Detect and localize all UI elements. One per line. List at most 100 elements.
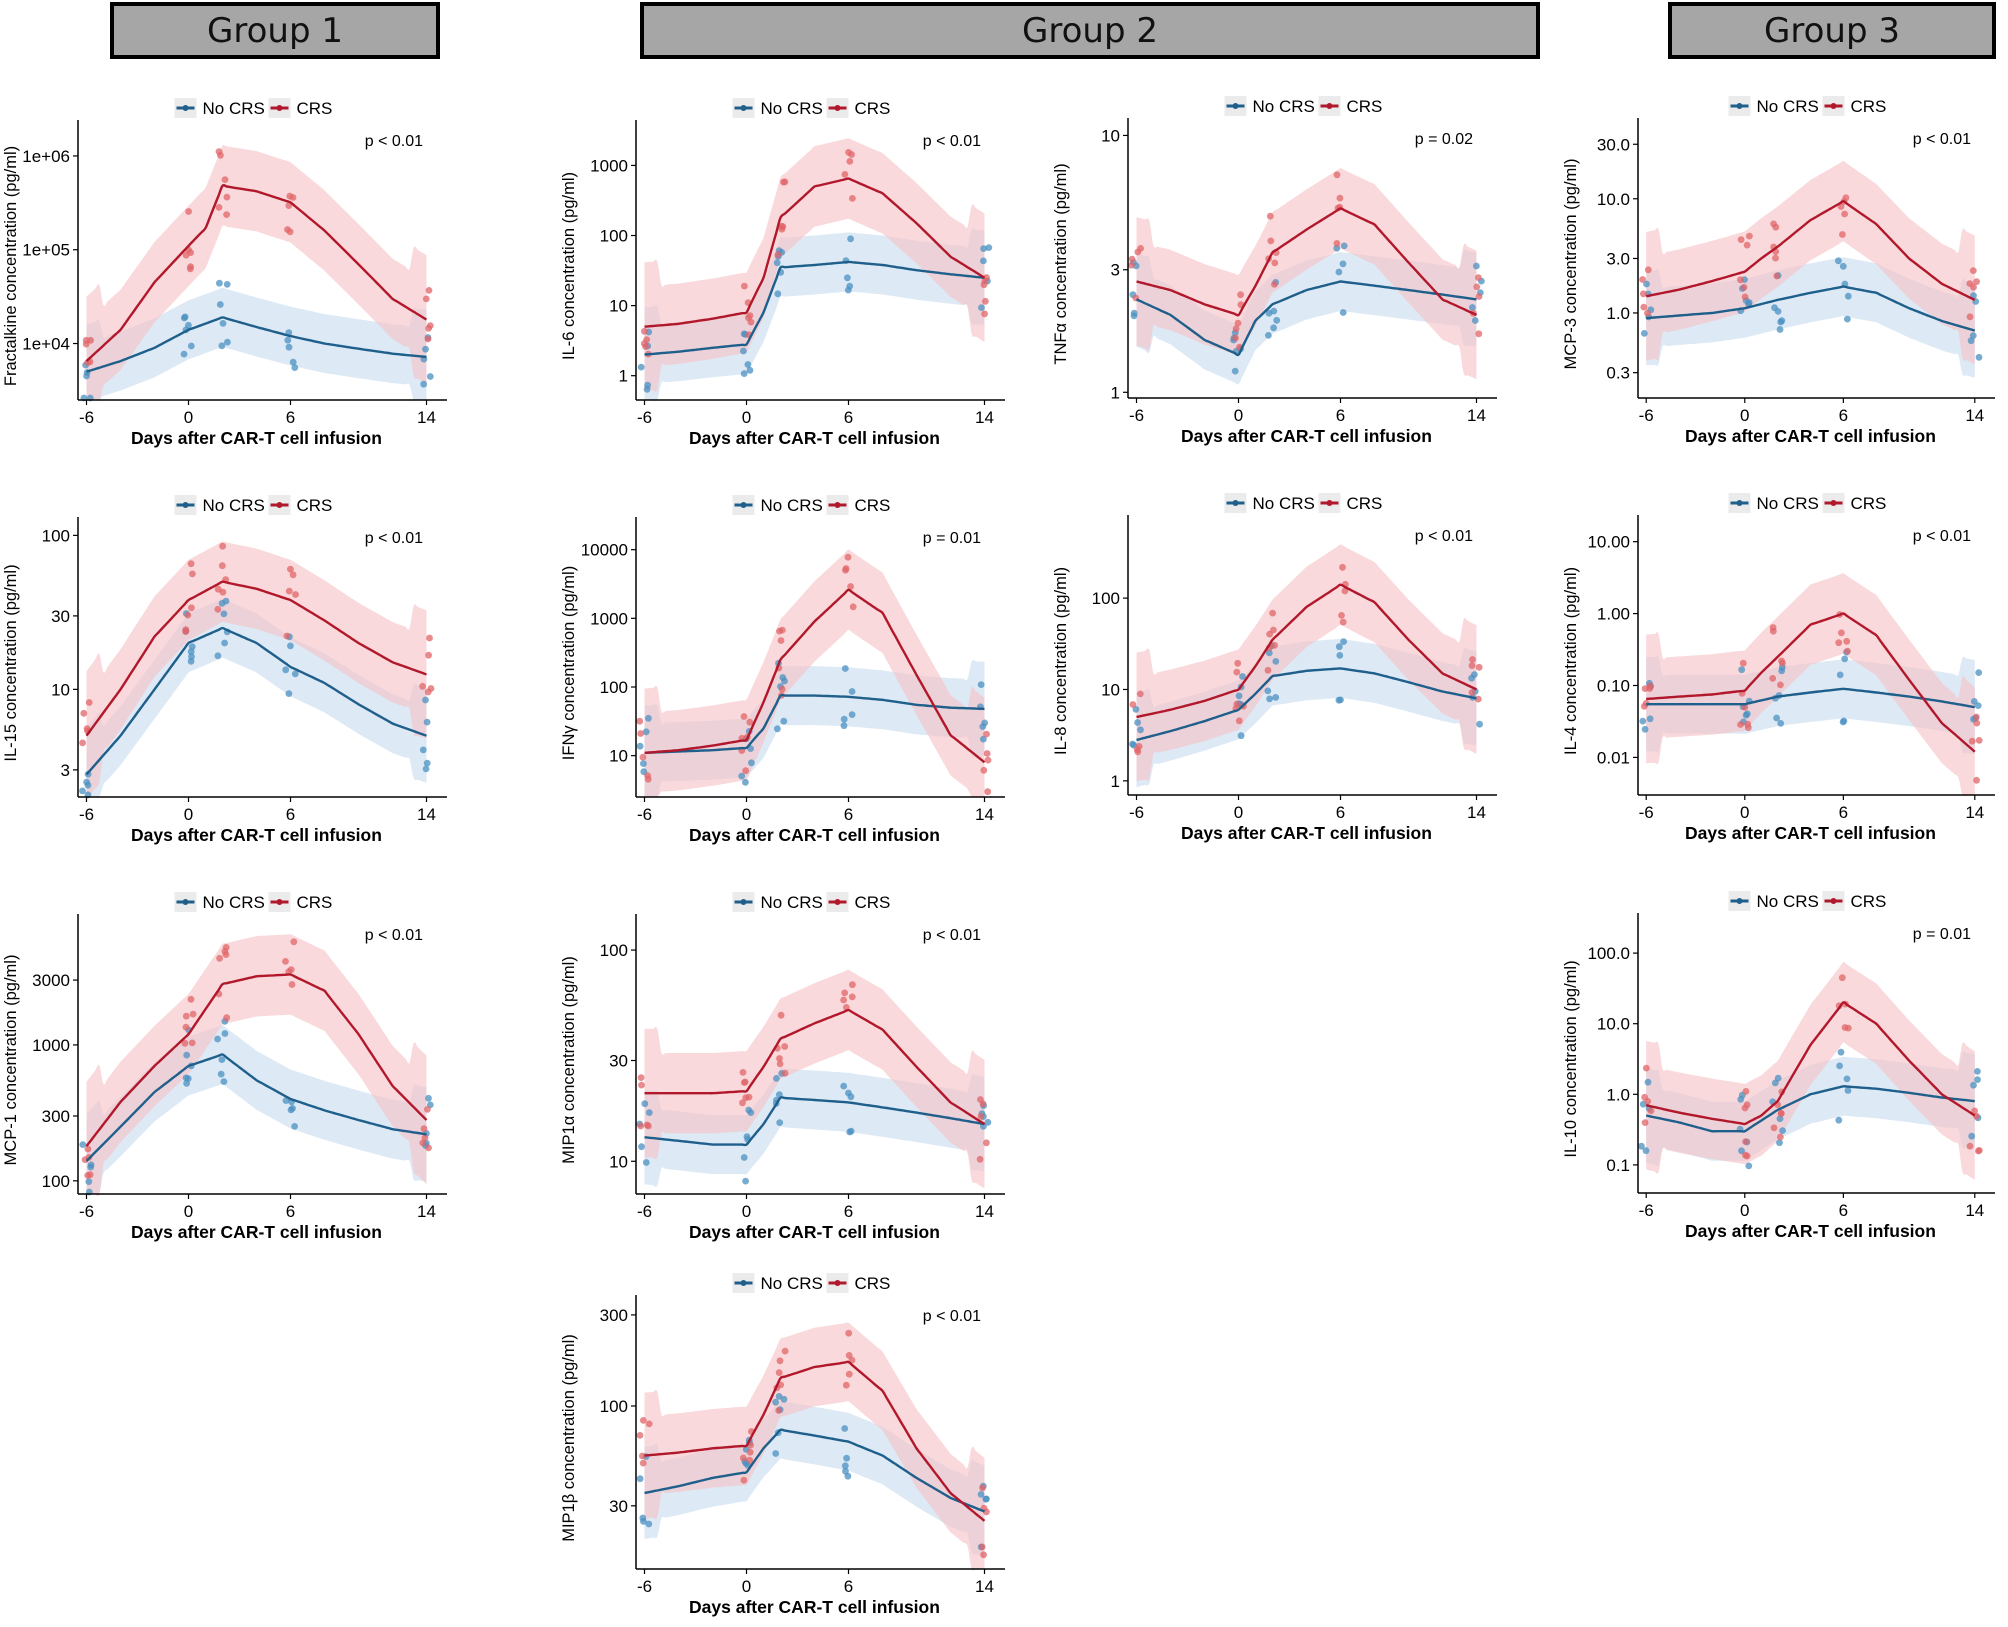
y-tick-label: 0.1 [1606,1156,1630,1175]
chart-il6: No CRS CRS 1 10 100 1000 -6 0 6 14 Days after CAR-… [560,98,1005,448]
p-value-annotation: p < 0.01 [923,927,981,944]
x-tick-label: 14 [1467,803,1486,822]
data-point [1843,637,1851,645]
legend-label-no-crs: No CRS [1253,97,1315,116]
data-point [746,312,754,319]
series-line-no-crs [1646,1085,1975,1133]
data-point [1742,1138,1749,1145]
y-axis-title: MCP-3 concentration (pg/ml) [1562,159,1580,370]
x-tick-label: 0 [184,805,193,824]
data-point [1129,701,1137,708]
y-axis-title: MIP1β concentration (pg/ml) [560,1334,578,1542]
y-tick-label: 100 [42,1172,70,1191]
data-point [639,753,647,761]
data-point [1232,325,1240,333]
data-point [214,605,222,613]
data-point [1737,1096,1745,1103]
data-point [223,193,231,201]
data-point [645,1520,653,1528]
data-point [184,1075,192,1082]
data-point [1335,696,1343,704]
data-point [224,338,231,346]
y-tick-label: 100.0 [1587,944,1630,963]
y-axis-title: MCP-1 concentration (pg/ml) [2,955,20,1166]
series-line-crs [644,1360,986,1522]
data-point [739,1069,747,1076]
data-point [1740,283,1748,291]
x-tick-label: 14 [1467,406,1486,425]
data-point [1844,647,1851,655]
data-point [742,767,750,775]
data-point [420,380,428,388]
data-point [840,996,847,1004]
data-point [1770,1124,1778,1132]
data-point [781,1069,789,1077]
legend-dot-crs [834,502,841,508]
data-point [1640,290,1647,298]
legend: No CRS CRS [1224,493,1382,513]
data-point [291,670,299,678]
legend-label-crs: CRS [855,496,891,515]
data-point [976,1155,984,1163]
data-point [1134,719,1141,726]
y-tick-label: 100 [600,227,628,246]
points-crs [82,148,434,366]
data-point [1270,307,1278,315]
data-point [746,718,754,726]
data-point [79,1141,87,1148]
y-tick-label: 30 [609,1497,628,1516]
data-point [847,1093,855,1101]
data-point [780,717,788,725]
x-axis-title: Days after CAR-T cell infusion [1685,426,1936,446]
data-point [643,1121,651,1129]
data-point [980,1551,987,1559]
legend: No CRS CRS [1728,96,1886,116]
x-tick-label: -6 [1129,803,1144,822]
y-tick-label: 300 [600,1306,628,1325]
data-point [746,1448,754,1456]
data-point [1966,1142,1974,1150]
data-point [840,1082,848,1090]
data-point [985,244,993,252]
data-point [1468,689,1476,696]
data-point [1776,1115,1784,1123]
x-tick-label: 14 [975,408,994,427]
data-point [1341,587,1349,595]
data-point [980,281,988,289]
p-value-annotation: p < 0.01 [1415,528,1473,545]
data-point [1967,337,1975,345]
data-point [637,730,645,737]
chart-mcp3: No CRS CRS 0.3 1.0 3.0 10.0 30.0 -6 0 6 14 Days aft… [1562,96,1995,446]
data-point [424,335,432,343]
legend: No CRS CRS [1224,96,1382,116]
data-point [426,322,434,329]
points-crs [637,981,990,1163]
series-line-no-crs [644,1428,985,1513]
data-point [189,570,196,578]
data-point [1975,737,1983,744]
confidence-band-crs [1646,962,1975,1180]
data-point [422,765,430,773]
legend-dot-crs [276,105,283,111]
data-point [740,1154,748,1161]
data-point [216,954,224,962]
chart-il10: No CRS CRS 0.1 1.0 10.0 100.0 -6 0 6 14 Days after… [1562,891,1995,1241]
data-point [841,989,849,997]
y-tick-label: 1e+05 [22,241,70,260]
data-point [1641,685,1649,692]
data-point [83,778,90,786]
data-point [1339,618,1347,626]
data-point [776,1060,784,1068]
data-point [1335,643,1343,651]
data-point [1475,293,1483,300]
data-point [740,713,748,720]
y-tick-label: 1e+04 [22,335,70,354]
data-point [425,651,432,659]
chart-mip1a: No CRS CRS 10 30 100 -6 0 6 14 Days after CAR-T c… [560,892,1005,1242]
y-tick-label: 300 [42,1107,70,1126]
data-point [1742,711,1750,719]
data-point [1644,1097,1652,1105]
data-point [1641,725,1649,733]
data-point [1975,669,1983,676]
data-point [182,628,190,635]
